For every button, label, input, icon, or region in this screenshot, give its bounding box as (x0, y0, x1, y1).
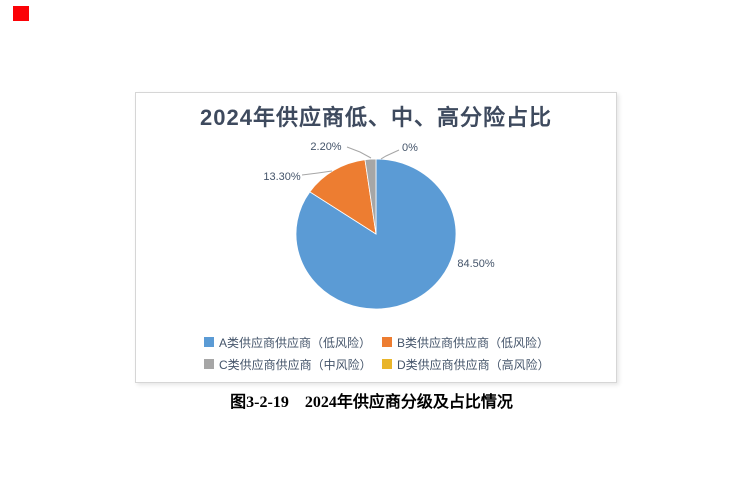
red-corner-marker (13, 6, 29, 21)
leader-line-2-20 (346, 146, 372, 159)
leader-line-13-30 (301, 170, 333, 176)
legend-swatch-yellow-icon (382, 359, 392, 369)
legend-swatch-gray-icon (204, 359, 214, 369)
chart-title: 2024年供应商低、中、高分险占比 (200, 105, 552, 130)
leader-lines (301, 146, 400, 176)
figure-number: 图3-2-19 (230, 394, 289, 411)
chart-panel: 2024年供应商低、中、高分险占比 84.50% 13.30% 2.20% 0%… (135, 92, 617, 383)
pie-slice-1 (309, 159, 377, 235)
pie-slices (295, 158, 457, 310)
pie-chart (295, 146, 457, 310)
legend-swatch-orange-icon (382, 337, 392, 347)
legend-label-d: D类供应商供应商（高风险） (397, 357, 550, 372)
data-label-c: 2.20% (310, 141, 342, 153)
chart-legend: A类供应商供应商（低风险） B类供应商供应商（低风险） C类供应商供应商（中风险… (204, 334, 560, 372)
legend-item-d: D类供应商供应商（高风险） (382, 356, 560, 372)
pie-slice-2 (364, 158, 377, 235)
data-label-a: 84.50% (457, 258, 495, 270)
legend-item-c: C类供应商供应商（中风险） (204, 356, 382, 372)
figure-caption: 图3-2-19 2024年供应商分级及占比情况 (0, 388, 743, 412)
legend-item-b: B类供应商供应商（低风险） (382, 334, 560, 350)
data-label-b: 13.30% (263, 171, 301, 183)
legend-label-a: A类供应商供应商（低风险） (219, 335, 372, 350)
legend-label-b: B类供应商供应商（低风险） (397, 335, 550, 350)
legend-item-a: A类供应商供应商（低风险） (204, 334, 382, 350)
data-label-d: 0% (402, 142, 418, 154)
leader-line-0 (380, 149, 400, 160)
legend-swatch-blue-icon (204, 337, 214, 347)
figure-caption-text: 2024年供应商分级及占比情况 (304, 394, 513, 411)
legend-label-c: C类供应商供应商（中风险） (219, 357, 372, 372)
